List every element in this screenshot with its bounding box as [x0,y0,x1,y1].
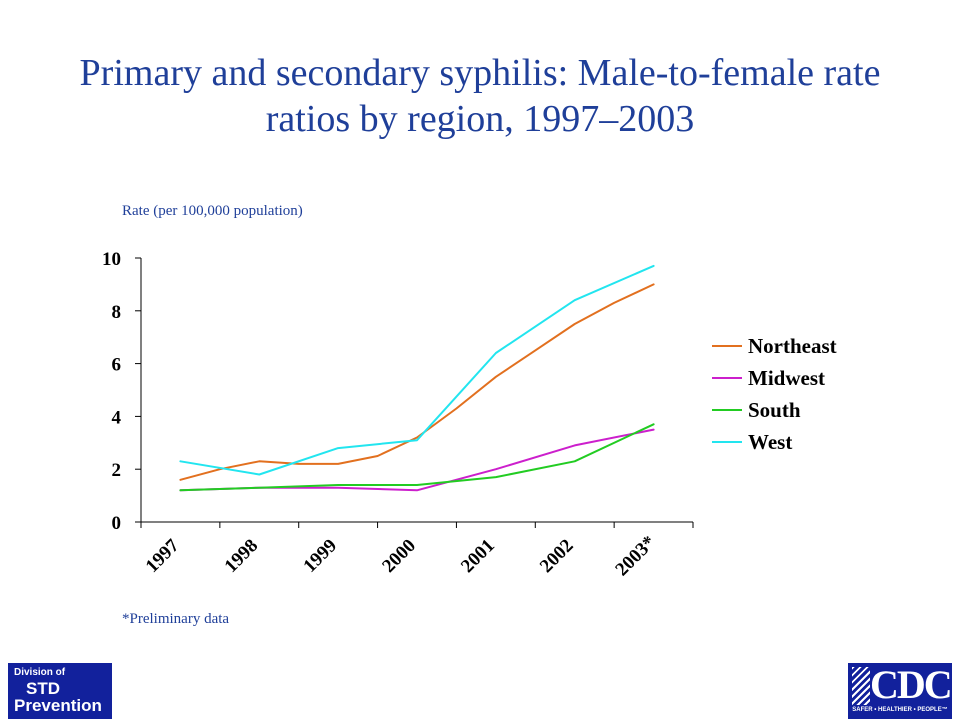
cdc-logo-text: CDC [870,663,952,707]
x-tick-label: 1997 [142,535,184,577]
cdc-logo: CDC SAFER • HEALTHIER • PEOPLE™ [848,663,952,719]
logo-line-3: Prevention [14,696,102,715]
chart-legend: Northeast Midwest South West [712,334,837,454]
x-tick-label: 1998 [221,535,263,577]
x-tick-label: 2002 [536,535,578,577]
y-tick-label: 0 [112,513,122,534]
slide-title: Primary and secondary syphilis: Male-to-… [79,52,881,140]
legend-label: Midwest [748,366,825,390]
y-tick-label: 2 [112,460,122,481]
legend-label: Northeast [748,334,837,358]
logo-line-2: STD [26,679,60,698]
y-axis-label: Rate (per 100,000 population) [122,203,303,219]
y-tick-label: 6 [112,355,122,376]
std-prevention-logo: Division of STD Prevention [8,663,112,719]
legend-label: West [748,430,792,454]
legend-label: South [748,398,801,422]
logo-line-1: Division of [14,667,66,678]
y-tick-label: 4 [112,407,122,428]
y-tick-label: 10 [102,249,121,270]
chart-axes: 0 2 4 6 8 10 1997 1998 1999 2000 2001 2002 2003* [102,249,694,580]
x-tick-label: 1999 [299,535,341,577]
x-tick-label: 2001 [457,535,499,577]
series-line-west [179,264,655,476]
cdc-stripes-icon [852,667,870,705]
chart-series-lines [179,264,655,492]
series-line-northeast [179,283,655,481]
series-line-midwest [179,428,655,492]
x-tick-label: 2000 [378,535,420,577]
cdc-tagline: SAFER • HEALTHIER • PEOPLE™ [852,707,948,713]
footnote: *Preliminary data [122,611,230,627]
series-line-south [179,423,655,492]
y-tick-label: 8 [112,302,122,323]
x-tick-label: 2003* [611,532,659,580]
